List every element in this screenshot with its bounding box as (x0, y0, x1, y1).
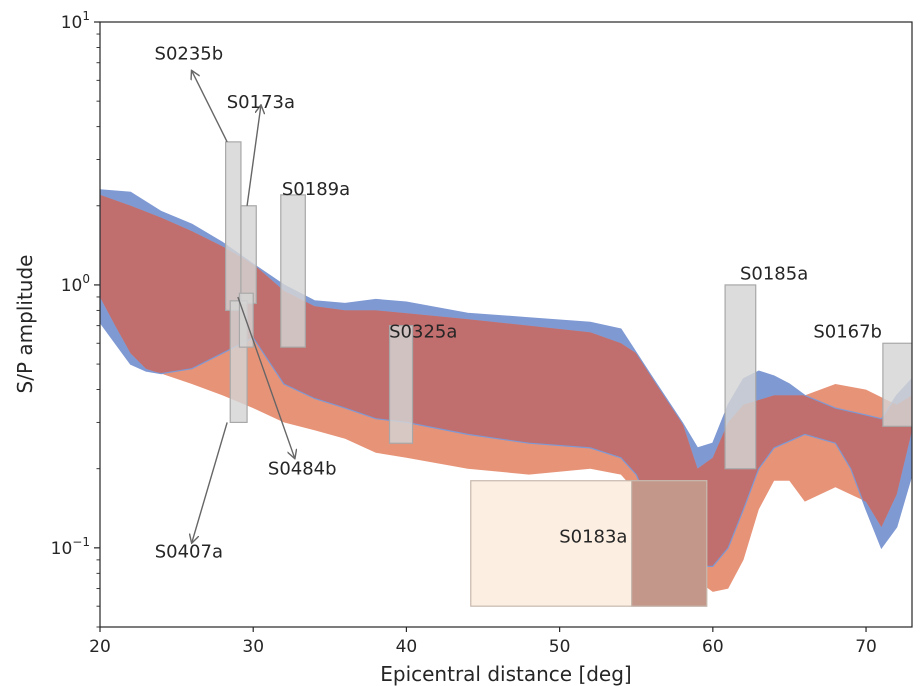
y-tick-label: 101 (61, 9, 90, 33)
event-label: S0325a (389, 322, 457, 343)
y-axis-label: S/P amplitude (13, 255, 37, 394)
event-label: S0235b (155, 44, 224, 65)
event-label: S0183a (559, 526, 627, 547)
x-tick-label: 20 (89, 637, 111, 657)
axes-frame (99, 21, 913, 628)
event-boxes (225, 141, 912, 607)
event-box (225, 141, 242, 312)
annotation-arrow (192, 71, 228, 143)
x-tick-label: 40 (396, 637, 418, 657)
event-box (631, 480, 708, 607)
x-tick-label: 30 (242, 637, 264, 657)
event-box (240, 205, 257, 305)
event-label: S0185a (740, 263, 808, 284)
annotation-arrow (192, 422, 228, 542)
event-box (724, 284, 757, 470)
event-label: S0407a (155, 541, 223, 562)
band-outline (100, 189, 912, 567)
x-tick-label: 50 (549, 637, 571, 657)
uncertainty-bands (100, 189, 912, 592)
band-overlap (100, 194, 912, 567)
y-axis-ticks: 10−1 100 101 (51, 9, 100, 628)
event-box (280, 194, 306, 348)
y-tick-label: 10−1 (51, 535, 90, 559)
event-label: S0167b (813, 322, 882, 343)
x-axis-ticks: 20 30 40 50 60 70 (89, 627, 877, 657)
x-tick-label: 60 (702, 637, 724, 657)
event-box (882, 342, 912, 427)
x-tick-label: 70 (855, 637, 877, 657)
annotation-arrows (192, 71, 295, 542)
annotation-arrow (237, 296, 295, 458)
event-box (388, 325, 414, 444)
plot-area (100, 141, 912, 607)
annotation-arrow (246, 106, 261, 206)
event-labels: S0235b S0173a S0189a S0325a S0185a S0167b S048… (155, 44, 882, 563)
event-label: S0173a (227, 92, 295, 113)
y-tick-label: 100 (61, 272, 90, 296)
x-axis-label: Epicentral distance [deg] (380, 662, 632, 686)
event-label: S0484b (268, 459, 337, 480)
event-label: S0189a (282, 179, 350, 200)
